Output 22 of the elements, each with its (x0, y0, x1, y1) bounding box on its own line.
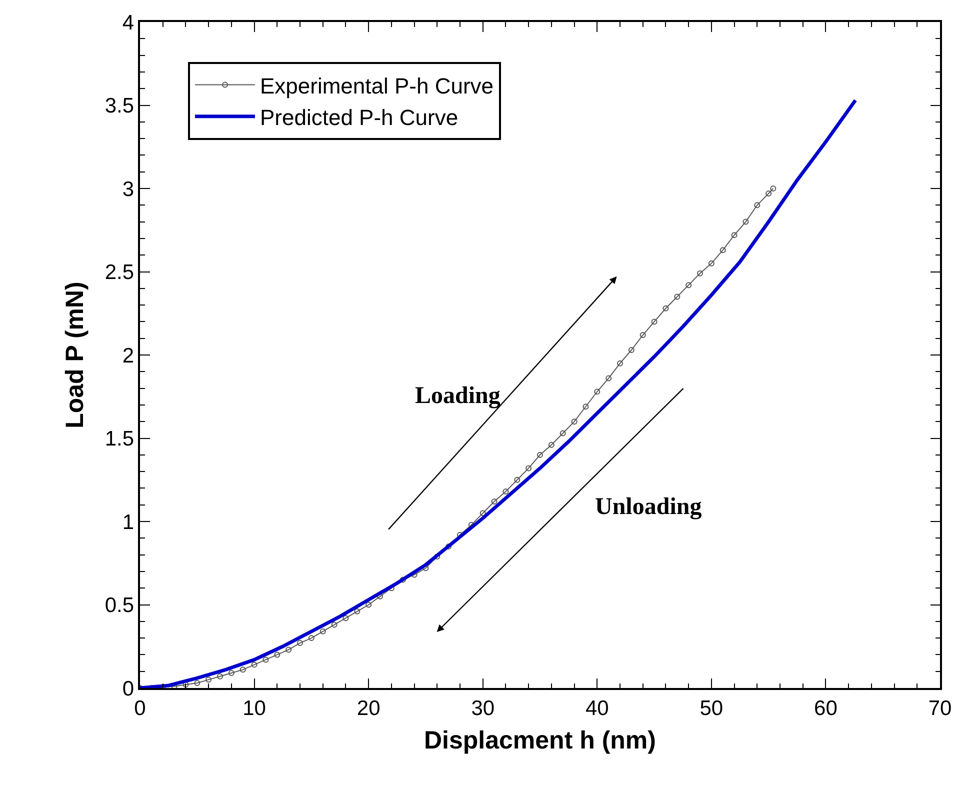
y-tick-label: 0 (122, 677, 134, 700)
y-tick-label: 0.5 (104, 594, 134, 618)
y-tick-label: 4 (122, 11, 134, 34)
legend-label: Predicted P-h Curve (260, 104, 458, 130)
x-tick-label: 40 (585, 696, 609, 720)
y-axis-title: Load P (mN) (61, 282, 90, 428)
y-tick-label: 2.5 (104, 261, 134, 284)
y-tick-label: 1 (122, 510, 134, 534)
x-tick-label: 60 (814, 696, 838, 720)
y-tick-label: 1.5 (104, 428, 134, 451)
x-tick-label: 10 (242, 696, 266, 720)
y-tick-label: 2 (122, 344, 134, 368)
x-tick-label: 30 (471, 696, 495, 720)
x-tick-label: 50 (700, 696, 724, 720)
annotation: Unloading (595, 494, 702, 520)
legend-label: Experimental P-h Curve (260, 73, 494, 98)
annotation: Loading (415, 383, 500, 409)
x-tick-label: 70 (928, 696, 952, 720)
y-tick-label: 3.5 (104, 94, 134, 118)
y-tick-label: 3 (122, 178, 134, 201)
x-tick-label: 20 (356, 696, 380, 720)
x-axis-title: Displacment h (nm) (424, 726, 656, 754)
